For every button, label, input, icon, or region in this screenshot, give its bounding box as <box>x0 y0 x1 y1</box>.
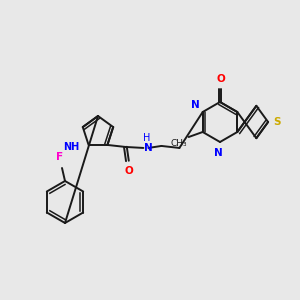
Text: S: S <box>273 117 280 127</box>
Text: CH₃: CH₃ <box>170 139 187 148</box>
Text: N: N <box>191 100 200 110</box>
Text: H: H <box>143 133 150 143</box>
Text: NH: NH <box>63 142 80 152</box>
Text: N: N <box>214 148 222 158</box>
Text: F: F <box>56 152 64 162</box>
Text: N: N <box>144 143 153 153</box>
Text: O: O <box>124 166 133 176</box>
Text: O: O <box>217 74 225 84</box>
